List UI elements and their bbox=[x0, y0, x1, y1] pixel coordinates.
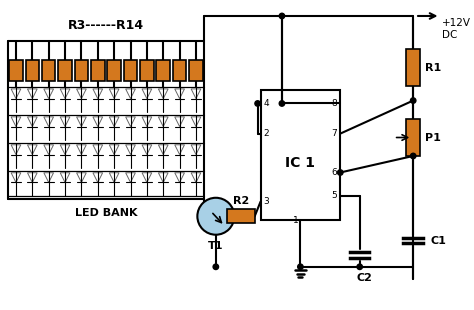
Bar bbox=[406, 49, 420, 86]
Text: 7: 7 bbox=[332, 129, 337, 138]
Polygon shape bbox=[191, 89, 201, 99]
Circle shape bbox=[410, 153, 416, 159]
Polygon shape bbox=[44, 145, 54, 154]
Polygon shape bbox=[27, 89, 37, 99]
Bar bbox=[173, 60, 186, 81]
Polygon shape bbox=[44, 89, 54, 99]
Circle shape bbox=[279, 101, 285, 106]
Text: 3: 3 bbox=[264, 197, 269, 206]
Polygon shape bbox=[175, 173, 184, 183]
Polygon shape bbox=[158, 117, 168, 126]
Bar bbox=[261, 90, 340, 220]
Polygon shape bbox=[93, 145, 103, 154]
Polygon shape bbox=[77, 173, 86, 183]
Bar bbox=[9, 60, 23, 81]
Circle shape bbox=[255, 101, 260, 106]
Bar bbox=[228, 210, 255, 223]
Polygon shape bbox=[93, 173, 103, 183]
Polygon shape bbox=[27, 117, 37, 126]
Bar bbox=[107, 60, 121, 81]
Polygon shape bbox=[60, 117, 70, 126]
Circle shape bbox=[197, 198, 234, 235]
Polygon shape bbox=[109, 117, 119, 126]
Text: P1: P1 bbox=[425, 132, 441, 143]
Bar bbox=[140, 60, 154, 81]
Polygon shape bbox=[126, 145, 136, 154]
Bar bbox=[156, 60, 170, 81]
Polygon shape bbox=[158, 89, 168, 99]
Bar bbox=[406, 119, 420, 156]
Polygon shape bbox=[11, 173, 21, 183]
Polygon shape bbox=[142, 117, 152, 126]
Polygon shape bbox=[158, 173, 168, 183]
Polygon shape bbox=[93, 117, 103, 126]
Text: 1: 1 bbox=[292, 216, 299, 225]
Text: IC 1: IC 1 bbox=[285, 156, 315, 170]
Polygon shape bbox=[142, 145, 152, 154]
Bar bbox=[42, 60, 55, 81]
Polygon shape bbox=[60, 145, 70, 154]
Polygon shape bbox=[142, 173, 152, 183]
Polygon shape bbox=[175, 117, 184, 126]
Polygon shape bbox=[77, 145, 86, 154]
Polygon shape bbox=[93, 89, 103, 99]
Circle shape bbox=[357, 264, 363, 269]
Bar bbox=[58, 60, 72, 81]
Polygon shape bbox=[27, 173, 37, 183]
Text: LED BANK: LED BANK bbox=[75, 208, 137, 219]
Polygon shape bbox=[191, 145, 201, 154]
Polygon shape bbox=[60, 173, 70, 183]
Polygon shape bbox=[11, 145, 21, 154]
Polygon shape bbox=[60, 89, 70, 99]
Polygon shape bbox=[44, 173, 54, 183]
Text: 8: 8 bbox=[332, 99, 337, 108]
Text: C2: C2 bbox=[356, 272, 373, 283]
Bar bbox=[124, 60, 137, 81]
Polygon shape bbox=[109, 89, 119, 99]
Bar bbox=[74, 60, 88, 81]
Polygon shape bbox=[191, 173, 201, 183]
Text: R2: R2 bbox=[233, 196, 249, 206]
Polygon shape bbox=[109, 145, 119, 154]
Polygon shape bbox=[126, 89, 136, 99]
Polygon shape bbox=[142, 89, 152, 99]
Text: 2: 2 bbox=[264, 129, 269, 138]
Polygon shape bbox=[126, 173, 136, 183]
Polygon shape bbox=[77, 117, 86, 126]
Polygon shape bbox=[126, 117, 136, 126]
Text: R3------R14: R3------R14 bbox=[68, 19, 144, 32]
Circle shape bbox=[298, 264, 303, 269]
Polygon shape bbox=[175, 89, 184, 99]
Text: 4: 4 bbox=[264, 99, 269, 108]
Polygon shape bbox=[27, 145, 37, 154]
Polygon shape bbox=[191, 117, 201, 126]
Text: +12V
DC: +12V DC bbox=[442, 18, 471, 39]
Circle shape bbox=[337, 170, 343, 175]
Text: C1: C1 bbox=[431, 236, 447, 246]
Polygon shape bbox=[11, 117, 21, 126]
Bar bbox=[91, 60, 105, 81]
Text: 6: 6 bbox=[332, 168, 337, 177]
Polygon shape bbox=[11, 89, 21, 99]
Text: T1: T1 bbox=[208, 241, 224, 250]
Circle shape bbox=[213, 264, 219, 269]
Polygon shape bbox=[175, 145, 184, 154]
Polygon shape bbox=[109, 173, 119, 183]
Text: R1: R1 bbox=[425, 63, 441, 73]
Circle shape bbox=[279, 13, 285, 19]
Polygon shape bbox=[158, 145, 168, 154]
Circle shape bbox=[410, 98, 416, 103]
Polygon shape bbox=[77, 89, 86, 99]
Bar bbox=[189, 60, 203, 81]
Text: 5: 5 bbox=[332, 191, 337, 200]
Polygon shape bbox=[44, 117, 54, 126]
Bar bbox=[26, 60, 39, 81]
